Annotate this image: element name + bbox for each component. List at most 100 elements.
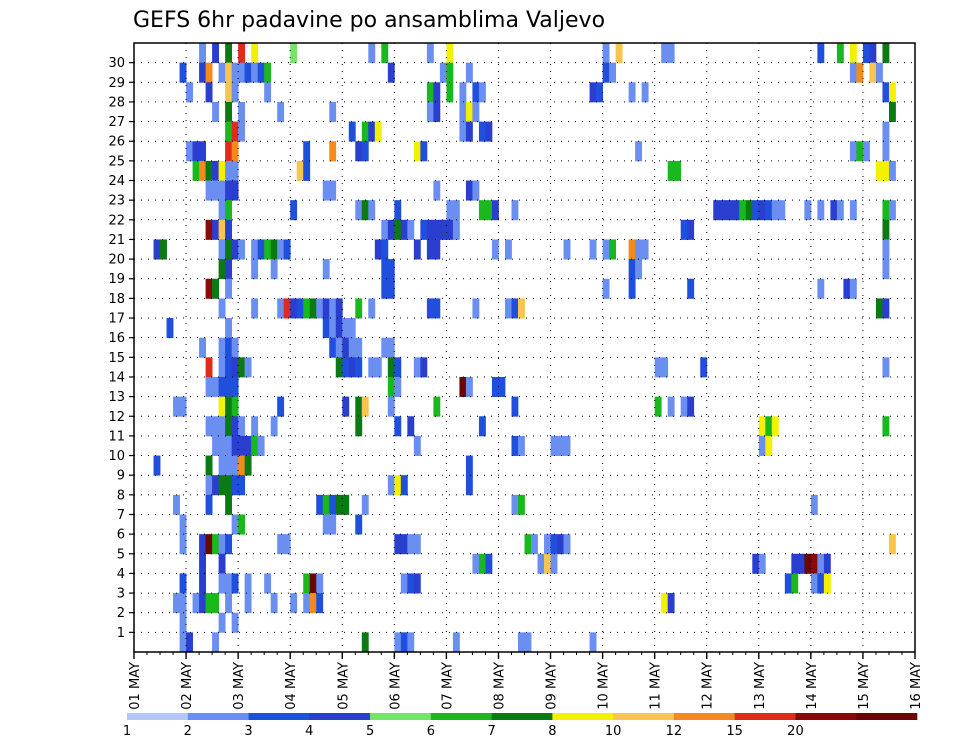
heatmap-cell [856,141,864,162]
heatmap-cell [179,612,187,633]
y-tick-label: 5 [117,547,125,562]
heatmap-cell [817,278,825,299]
heatmap-cell [225,318,233,339]
heatmap-cell [257,62,265,83]
heatmap-cell [225,376,233,398]
heatmap-cell [368,298,376,319]
colorbar-label: 20 [787,724,804,739]
heatmap-cell [199,141,206,162]
heatmap-cell [544,553,551,574]
heatmap-cell [615,43,623,64]
heatmap-cell [303,593,311,614]
heatmap-cell [661,593,669,614]
heatmap-cell [537,553,545,574]
heatmap-cell [452,200,460,221]
heatmap-cell [400,573,408,594]
heatmap-cell [355,396,363,417]
heatmap-cell [244,62,252,83]
heatmap-cell [394,416,402,437]
heatmap-cell [563,534,571,555]
heatmap-cell [296,160,304,181]
heatmap-cell [225,200,233,221]
heatmap-cell [186,141,193,162]
heatmap-cell [628,239,636,260]
heatmap-cell [381,239,389,260]
heatmap-cell [212,219,220,240]
heatmap-cell [342,357,350,378]
heatmap-cell [296,298,304,319]
heatmap-cell [231,514,239,535]
heatmap-cell [355,141,363,162]
heatmap-cells [153,43,896,653]
heatmap-cell [888,534,896,555]
heatmap-cell [602,62,610,83]
heatmap-cell [264,239,272,260]
y-tick-label: 10 [108,449,125,464]
heatmap-cell [199,62,206,83]
heatmap-cell [179,62,187,83]
colorbar-label: 10 [605,724,622,739]
colorbar-swatch [673,713,735,720]
y-tick-label: 29 [108,76,125,91]
heatmap-cell [251,259,259,280]
heatmap-cell [368,200,376,221]
heatmap-cell [348,318,356,339]
heatmap-cell [719,200,727,221]
heatmap-cell [758,553,766,574]
heatmap-cell [387,219,395,240]
heatmap-cell [342,337,350,358]
heatmap-cell [303,160,311,181]
heatmap-cell [550,553,558,574]
heatmap-cell [849,278,857,299]
heatmap-cell [225,573,233,594]
heatmap-cell [225,239,233,260]
heatmap-cell [251,416,259,437]
heatmap-cell [446,62,454,83]
x-tick-label: 09 MAY [545,662,560,710]
y-tick-label: 17 [108,312,125,327]
heatmap-cell [355,200,363,221]
heatmap-cell [387,396,395,417]
colorbar-label: 12 [666,724,683,739]
heatmap-cell [888,82,896,103]
y-tick-label: 7 [117,508,125,523]
heatmap-cell [420,357,428,378]
heatmap-cell [212,475,220,496]
heatmap-cell [485,200,493,221]
heatmap-cell [218,553,226,574]
heatmap-cell [465,180,473,201]
heatmap-cell [387,337,395,358]
heatmap-cell [244,357,252,378]
colorbar-swatch [856,713,918,720]
heatmap-cell [394,534,402,555]
heatmap-cell [322,259,330,280]
heatmap-cell [218,376,226,398]
heatmap-cell [225,43,233,64]
heatmap-cell [674,160,682,181]
heatmap-cell [199,337,206,358]
x-axis: 01 MAY 02 MAY 03 MAY 04 MAY 05 MAY 06 MAY 07 M… [128,652,924,710]
heatmap-cell [290,298,298,319]
heatmap-cell [251,239,259,260]
heatmap-cell [635,141,643,162]
heatmap-cell [654,396,662,417]
heatmap-cell [407,416,415,437]
heatmap-cell [361,632,369,653]
y-tick-label: 30 [108,56,125,71]
heatmap-cell [400,475,408,496]
heatmap-cell [485,553,493,574]
heatmap-cell [212,593,220,614]
heatmap-cell [238,357,246,378]
heatmap-cell [472,82,480,103]
heatmap-cell [238,475,246,496]
heatmap-cell [205,62,213,83]
heatmap-cell [212,534,220,555]
heatmap-cell [277,101,285,122]
heatmap-cell [218,455,226,476]
heatmap-cell [882,160,890,181]
colorbar-legend: 1 2 3 4 5 6 7 8 10 12 15 20 [123,713,918,739]
colorbar-label: 2 [184,724,192,739]
heatmap-cell [231,435,239,456]
colorbar-swatch [552,713,614,720]
heatmap-cell [459,82,467,103]
